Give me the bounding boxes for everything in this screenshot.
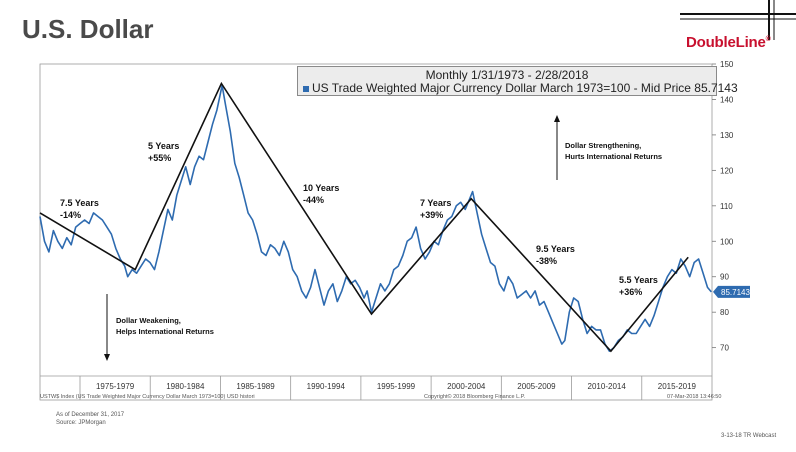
cycle-trend-line <box>39 81 689 353</box>
y-tick-label: 140 <box>720 95 734 104</box>
up-arrow-head-icon <box>554 115 560 122</box>
annotation-cycle-6-change: +36% <box>619 287 643 297</box>
down-arrow-head-icon <box>104 354 110 361</box>
footer-timestamp: 07-Mar-2018 13:46:50 <box>667 394 722 400</box>
trend-layer <box>39 81 689 353</box>
series-layer: 85.7143 <box>39 84 750 352</box>
annotation-cycle-2-years: 5 Years <box>148 141 180 151</box>
brand-logo: DoubleLine® <box>686 34 771 51</box>
annotation-cycle-2: 5 Years +55% <box>148 140 179 164</box>
annotation-cycle-6: 5.5 Years +36% <box>619 274 658 298</box>
webcast-note: 3-13-18 TR Webcast <box>721 433 777 439</box>
footer-index-description: USTW$ Index (US Trade Weighted Major Cur… <box>40 394 255 400</box>
annotation-cycle-5-change: -38% <box>536 256 558 266</box>
annotation-cycle-5-years: 9.5 Years <box>536 244 575 254</box>
plot-border <box>39 63 713 401</box>
last-value-label: 85.7143 <box>721 288 750 297</box>
x-tick-label: 2000-2004 <box>447 382 486 391</box>
arrows <box>104 115 560 361</box>
legend-title: Monthly 1/31/1973 - 2/28/2018 <box>425 68 589 82</box>
page-title: U.S. Dollar <box>22 14 154 44</box>
legend-series-label: US Trade Weighted Major Currency Dollar … <box>312 81 738 95</box>
y-tick-label: 80 <box>720 308 729 317</box>
x-tick-label: 1975-1979 <box>96 382 135 391</box>
brand-name: DoubleLine <box>686 34 766 51</box>
last-value-badge <box>713 285 750 298</box>
x-tick-label: 2010-2014 <box>588 382 627 391</box>
y-axis: 70 80 90 100 110 120 130 140 150 <box>712 60 734 353</box>
y-tick-label: 100 <box>720 237 734 246</box>
legend-entry: US Trade Weighted Major Currency Dollar … <box>298 81 738 95</box>
y-tick-label: 130 <box>720 131 734 140</box>
x-tick-label: 1990-1994 <box>307 382 346 391</box>
source-note: Source: JPMorgan <box>56 420 106 426</box>
footnote: As of December 31, 2017 Source: JPMorgan <box>56 411 124 427</box>
x-tick-label: 2015-2019 <box>658 382 697 391</box>
logo-graphic <box>680 0 796 40</box>
dollar-index-line <box>39 84 712 352</box>
annotation-cycle-6-years: 5.5 Years <box>619 275 658 285</box>
y-tick-label: 150 <box>720 60 734 69</box>
annotation-cycle-3: 10 Years -44% <box>303 182 339 206</box>
annotation-strengthening-line-2: Hurts International Returns <box>565 152 663 161</box>
x-tick-label: 2005-2009 <box>517 382 556 391</box>
annotation-cycle-3-years: 10 Years <box>303 183 340 193</box>
annotation-cycle-2-change: +55% <box>148 153 172 163</box>
chart-frame <box>39 63 713 401</box>
annotation-weakening-line-2: Helps International Returns <box>116 327 214 336</box>
x-tick-label: 1995-1999 <box>377 382 416 391</box>
y-tick-label: 110 <box>720 202 733 211</box>
y-tick-label: 90 <box>720 273 729 282</box>
chart-legend: Monthly 1/31/1973 - 2/28/2018 US Trade W… <box>297 66 738 96</box>
annotation-weakening: Dollar Weakening, Helps International Re… <box>116 315 214 337</box>
x-tick-label: 1985-1989 <box>236 382 275 391</box>
annotation-cycle-4-years: 7 Years <box>420 198 452 208</box>
y-tick-label: 120 <box>720 166 734 175</box>
y-tick-label: 70 <box>720 344 729 353</box>
annotation-cycle-5: 9.5 Years -38% <box>536 243 575 267</box>
brand-registered-mark: ® <box>765 36 771 43</box>
x-tick-label: 1980-1984 <box>166 382 205 391</box>
footer-copyright: Copyright© 2018 Bloomberg Finance L.P. <box>424 394 526 400</box>
annotation-cycle-1: 7.5 Years -14% <box>60 197 99 221</box>
annotation-weakening-line-1: Dollar Weakening, <box>116 316 181 325</box>
annotation-cycle-4: 7 Years +39% <box>420 197 451 221</box>
annotation-strengthening: Dollar Strengthening, Hurts Internationa… <box>565 140 662 162</box>
annotation-cycle-1-years: 7.5 Years <box>60 198 99 208</box>
annotation-strengthening-line-1: Dollar Strengthening, <box>565 141 642 150</box>
annotation-cycle-1-change: -14% <box>60 210 82 220</box>
x-axis: 1975-1979 1980-1984 1985-1989 1990-1994 1995… <box>79 376 697 400</box>
as-of-date: As of December 31, 2017 <box>56 412 125 418</box>
legend-swatch <box>303 85 309 92</box>
annotation-cycle-4-change: +39% <box>420 210 444 220</box>
annotation-cycle-3-change: -44% <box>303 195 325 205</box>
